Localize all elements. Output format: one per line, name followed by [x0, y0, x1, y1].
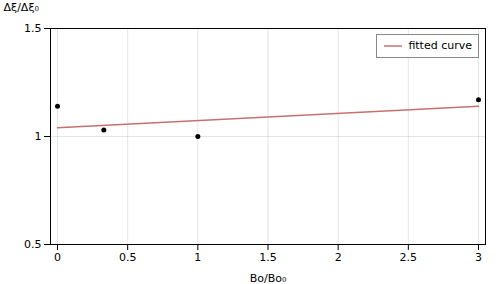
svg-text:0.5: 0.5 [24, 238, 42, 251]
svg-text:3: 3 [475, 251, 482, 264]
svg-text:Δξ/Δξ₀: Δξ/Δξ₀ [4, 1, 40, 14]
svg-text:2: 2 [335, 251, 342, 264]
html-text:fitted curve: fitted curve [408, 39, 472, 52]
svg-text:Bo/Bo₀: Bo/Bo₀ [250, 272, 287, 284]
svg-text:1: 1 [35, 130, 42, 143]
svg-text:1.5: 1.5 [24, 22, 42, 35]
svg-text:0: 0 [54, 251, 61, 264]
svg-text:1.5: 1.5 [259, 251, 277, 264]
svg-text:1: 1 [194, 251, 201, 264]
svg-text:2.5: 2.5 [400, 251, 418, 264]
svg-text:0.5: 0.5 [119, 251, 137, 264]
